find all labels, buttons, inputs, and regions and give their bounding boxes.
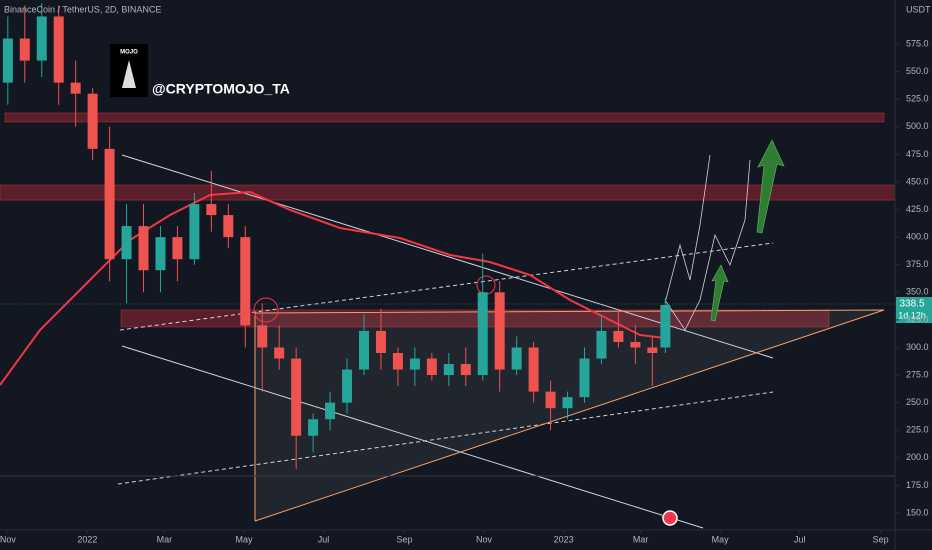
logo-text: MOJO (120, 50, 138, 56)
candle-body (511, 347, 522, 370)
candle-body (545, 391, 556, 409)
x-tick-label: Nov (0, 534, 16, 544)
logo-figure (122, 60, 136, 88)
y-tick-label: 350.0 (906, 287, 929, 297)
candle-body (630, 341, 641, 348)
candle-body (121, 226, 132, 260)
candle-body (409, 358, 420, 370)
candle-body (375, 330, 386, 354)
x-tick-label: May (712, 534, 730, 544)
y-tick-label: 550.0 (906, 66, 929, 76)
candle-body (528, 347, 539, 392)
candle-body (443, 364, 454, 376)
candle-body (240, 237, 251, 326)
y-tick-label: 475.0 (906, 149, 929, 159)
candle-body (19, 38, 30, 61)
candle-body (291, 358, 302, 436)
candle-body (494, 292, 505, 370)
x-tick-label: Mar (633, 534, 649, 544)
y-tick-label: 175.0 (906, 480, 929, 490)
candle-body (138, 226, 149, 271)
candle-body (660, 305, 671, 348)
y-tick-label: 500.0 (906, 121, 929, 131)
target (662, 510, 678, 526)
candle-body (53, 16, 64, 83)
candle-body (342, 369, 353, 403)
x-tick-label: Jul (794, 534, 806, 544)
chart-title: BinanceCoin / TetherUS, 2D, BINANCE (4, 4, 161, 14)
x-tick-label: Jul (318, 534, 330, 544)
candle-body (613, 330, 624, 342)
y-tick-label: 425.0 (906, 204, 929, 214)
price-label-box (896, 297, 932, 323)
x-tick-label: Sep (396, 534, 412, 544)
candle-body (87, 93, 98, 149)
candle-body (257, 325, 268, 348)
y-tick-label: 525.0 (906, 94, 929, 104)
x-tick-label: Mar (157, 534, 173, 544)
candle-body (308, 419, 319, 436)
y-tick-label: 400.0 (906, 232, 929, 242)
x-tick-label: May (235, 534, 253, 544)
y-tick-label: 575.0 (906, 38, 929, 48)
x-tick-label: Nov (476, 534, 493, 544)
candle-body (325, 402, 336, 420)
candle-body (460, 364, 471, 376)
y-tick-label: 225.0 (906, 425, 929, 435)
y-tick-label: 300.0 (906, 342, 929, 352)
y-tick-label: 250.0 (906, 397, 929, 407)
candle-body (562, 397, 573, 409)
candle-body (274, 347, 285, 359)
x-tick-label: 2022 (77, 534, 97, 544)
zone (4, 112, 885, 123)
watermark: @CRYPTOMOJO_TA (152, 81, 290, 97)
arrow (756, 139, 785, 234)
arrow (710, 264, 729, 322)
candle-body (579, 358, 590, 398)
x-tick-label: Sep (873, 534, 889, 544)
candle-body (647, 347, 658, 354)
candle-body (206, 204, 217, 216)
candle-body (104, 148, 115, 260)
y-tick-label: 275.0 (906, 369, 929, 379)
y-tick-label: 375.0 (906, 259, 929, 269)
y-tick-label: 150.0 (906, 507, 929, 517)
candle-body (426, 358, 437, 376)
drawings (0, 154, 895, 529)
price-label: 338.5 (899, 299, 924, 310)
candle-body (477, 292, 488, 376)
y-tick-label: 325.0 (906, 314, 929, 324)
candle-body (36, 16, 47, 61)
axis-unit: USDT (906, 4, 931, 14)
candle-body (189, 204, 200, 260)
y-tick-label: 450.0 (906, 176, 929, 186)
candle-body (392, 353, 403, 370)
y-tick-label: 200.0 (906, 452, 929, 462)
countdown: 1d 12h (898, 310, 926, 320)
candle-body (2, 38, 13, 83)
candle-body (172, 237, 183, 260)
candle-body (70, 82, 81, 94)
candle-body (359, 330, 370, 370)
zone (120, 309, 830, 328)
x-tick-label: 2023 (554, 534, 574, 544)
candle-body (155, 237, 166, 271)
candle-body (596, 330, 607, 359)
candle-body (223, 215, 234, 238)
